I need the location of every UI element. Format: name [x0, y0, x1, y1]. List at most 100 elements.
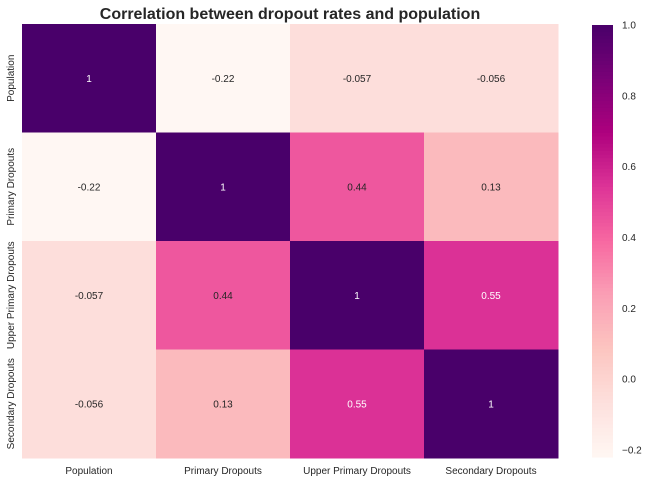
- heatmap-cell: [22, 241, 157, 350]
- colorbar-segment: [592, 442, 613, 447]
- heatmap-cell: [156, 241, 291, 350]
- colorbar-segment: [592, 143, 613, 148]
- heatmap-cell: [156, 349, 291, 459]
- colorbar-segment: [592, 212, 613, 217]
- colorbar-segment: [592, 298, 613, 303]
- colorbar-segment: [592, 115, 613, 120]
- heatmap-cell: [22, 24, 157, 133]
- heatmap-cell: [424, 132, 559, 242]
- colorbar-segment: [592, 35, 613, 40]
- colorbar-segment: [592, 305, 613, 310]
- colorbar-segment: [592, 370, 613, 375]
- colorbar-segment: [592, 183, 613, 188]
- colorbar-tick-label: 0.0: [622, 375, 636, 386]
- colorbar-segment: [592, 158, 613, 163]
- colorbar-segment: [592, 32, 613, 37]
- row-label: Upper Primary Dropouts: [6, 241, 17, 349]
- colorbar-segment: [592, 266, 613, 271]
- colorbar-segment: [592, 39, 613, 44]
- colorbar-segment: [592, 284, 613, 289]
- column-label: Secondary Dropouts: [445, 466, 536, 477]
- colorbar-segment: [592, 169, 613, 174]
- colorbar-segment: [592, 392, 613, 397]
- colorbar-segment: [592, 43, 613, 48]
- colorbar-segment: [592, 208, 613, 213]
- colorbar-segment: [592, 449, 613, 454]
- colorbar-segment: [592, 356, 613, 361]
- colorbar-segment: [592, 413, 613, 418]
- colorbar-segment: [592, 385, 613, 390]
- colorbar-segment: [592, 161, 613, 166]
- row-label: Population: [6, 55, 17, 102]
- colorbar-segment: [592, 140, 613, 145]
- colorbar-segment: [592, 151, 613, 156]
- colorbar-segment: [592, 309, 613, 314]
- colorbar-segment: [592, 269, 613, 274]
- colorbar-segment: [592, 428, 613, 433]
- colorbar-segment: [592, 399, 613, 404]
- colorbar-segment: [592, 334, 613, 339]
- heatmap-cell: [156, 24, 291, 133]
- colorbar: 1.0 0.8 0.6 0.4 0.2 0.0 −0.2: [592, 21, 642, 458]
- colorbar-segment: [592, 190, 613, 195]
- colorbar-segment: [592, 100, 613, 105]
- colorbar-segment: [592, 241, 613, 246]
- colorbar-segment: [592, 201, 613, 206]
- colorbar-tick-label: −0.2: [622, 445, 642, 456]
- heatmap-cell: [290, 24, 425, 133]
- colorbar-segment: [592, 71, 613, 76]
- heatmap-cell: [290, 241, 425, 350]
- colorbar-segment: [592, 215, 613, 220]
- colorbar-segment: [592, 424, 613, 429]
- colorbar-segment: [592, 61, 613, 66]
- cell-annotation: 0.13: [213, 399, 233, 410]
- colorbar-segment: [592, 154, 613, 159]
- colorbar-segment: [592, 82, 613, 87]
- colorbar-segment: [592, 57, 613, 62]
- colorbar-segment: [592, 136, 613, 141]
- cell-annotation: -0.056: [477, 74, 506, 85]
- colorbar-segment: [592, 316, 613, 321]
- colorbar-segment: [592, 421, 613, 426]
- colorbar-segment: [592, 273, 613, 278]
- colorbar-segment: [592, 197, 613, 202]
- colorbar-segment: [592, 122, 613, 127]
- colorbar-segment: [592, 79, 613, 84]
- colorbar-segment: [592, 277, 613, 282]
- colorbar-segment: [592, 345, 613, 350]
- colorbar-segment: [592, 381, 613, 386]
- cell-annotation: 0.44: [347, 182, 367, 193]
- colorbar-segment: [592, 446, 613, 451]
- colorbar-segment: [592, 439, 613, 444]
- colorbar-segment: [592, 291, 613, 296]
- colorbar-segment: [592, 205, 613, 210]
- colorbar-segment: [592, 147, 613, 152]
- colorbar-tick-label: 0.2: [622, 304, 636, 315]
- colorbar-tick-label: 0.6: [622, 162, 636, 173]
- colorbar-segment: [592, 28, 613, 33]
- colorbar-segment: [592, 50, 613, 55]
- colorbar-segment: [592, 104, 613, 109]
- colorbar-segment: [592, 179, 613, 184]
- colorbar-segment: [592, 320, 613, 325]
- colorbar-segment: [592, 230, 613, 235]
- colorbar-tick-label: 0.4: [622, 233, 636, 244]
- heatmap-cell: [22, 132, 157, 242]
- colorbar-segment: [592, 187, 613, 192]
- colorbar-segment: [592, 172, 613, 177]
- colorbar-segment: [592, 331, 613, 336]
- colorbar-segment: [592, 323, 613, 328]
- colorbar-segment: [592, 97, 613, 102]
- colorbar-segment: [592, 93, 613, 98]
- colorbar-segment: [592, 349, 613, 354]
- cell-annotation: 0.13: [481, 182, 501, 193]
- colorbar-segment: [592, 338, 613, 343]
- heatmap-cell: [22, 349, 157, 459]
- colorbar-segment: [592, 287, 613, 292]
- colorbar-segment: [592, 233, 613, 238]
- colorbar-segment: [592, 453, 613, 458]
- colorbar-segment: [592, 359, 613, 364]
- colorbar-segment: [592, 46, 613, 51]
- colorbar-segment: [592, 255, 613, 260]
- colorbar-segment: [592, 251, 613, 256]
